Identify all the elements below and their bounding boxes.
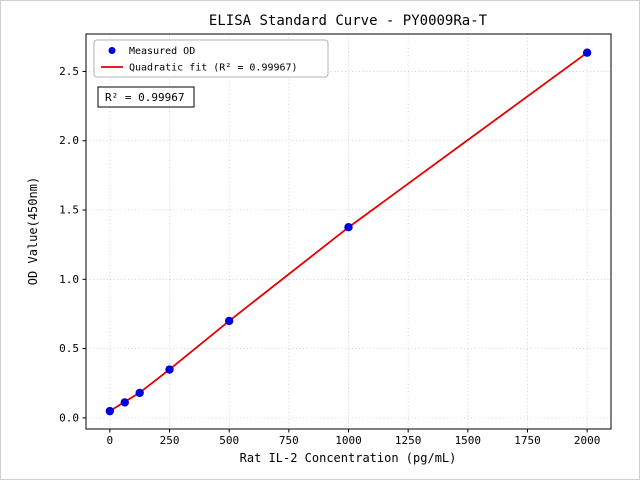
annotation-text: R² = 0.99967	[105, 91, 184, 104]
annotation-box	[97, 86, 195, 108]
measured-od-point	[120, 398, 129, 407]
measured-od-point	[224, 316, 234, 326]
x-tick-label: 1000	[335, 434, 362, 447]
x-tick-label: 1750	[514, 434, 541, 447]
y-tick-label: 1.5	[59, 204, 79, 217]
chart-title: ELISA Standard Curve - PY0009Ra-T	[209, 13, 488, 29]
legend-scatter-marker-icon	[108, 47, 116, 54]
x-tick-label: 1500	[455, 434, 482, 447]
x-axis-label: Rat IL-2 Concentration (pg/mL)	[240, 451, 457, 465]
legend-label-measured-od: Measured OD	[129, 46, 195, 57]
x-tick-label: 250	[160, 434, 180, 447]
measured-od-point	[165, 365, 174, 374]
measured-od-point	[105, 406, 115, 416]
measured-od-point	[135, 388, 144, 398]
y-tick-label: 0.0	[59, 411, 79, 424]
x-tick-label: 0	[107, 434, 114, 447]
y-tick-label: 2.5	[59, 65, 79, 78]
measured-od-series	[105, 48, 592, 416]
x-tick-label: 2000	[574, 434, 601, 447]
measured-od-point	[344, 223, 353, 232]
legend: Measured OD Quadratic fit (R² = 0.99967)	[93, 39, 329, 78]
r-squared-annotation: R² = 0.99967	[97, 86, 195, 108]
y-tick-label: 2.0	[59, 134, 79, 147]
x-tick-label: 1250	[395, 434, 422, 447]
measured-od-point	[582, 48, 592, 57]
y-axis-label: OD Value(450nm)	[26, 177, 40, 285]
legend-label-quadratic-fit: Quadratic fit (R² = 0.99967)	[129, 63, 298, 74]
ticks: 0 250 500 750 1000 1250 1500 1750 2000 0.0 0.5 1.0 1…	[59, 65, 600, 447]
x-tick-label: 500	[219, 434, 239, 447]
x-tick-label: 750	[279, 434, 299, 447]
legend-box	[93, 39, 329, 78]
y-tick-label: 0.5	[59, 342, 79, 355]
y-tick-label: 1.0	[59, 273, 79, 286]
